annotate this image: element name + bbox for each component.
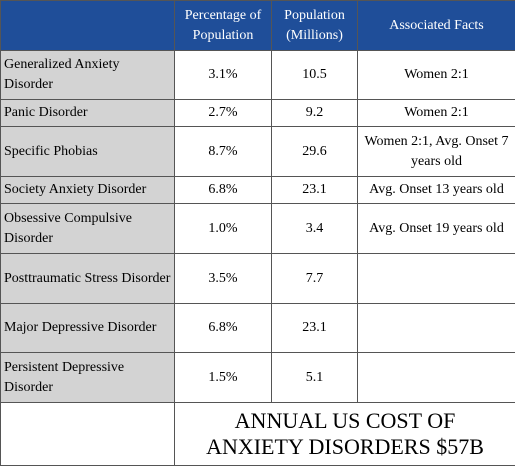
- row-label: Major Depressive Disorder: [1, 304, 175, 353]
- header-cell: Population (Millions): [272, 1, 358, 51]
- row-label: Obsessive Compulsive Disorder: [1, 204, 175, 254]
- row-label: Posttraumatic Stress Disorder: [1, 254, 175, 304]
- table-cell: 5.1: [272, 353, 358, 403]
- table-cell: 7.7: [272, 254, 358, 304]
- table-cell: Avg. Onset 19 years old: [358, 204, 515, 254]
- table-cell: 9.2: [272, 100, 358, 127]
- header-cell: [1, 1, 175, 51]
- row-label: Persistent Depressive Disorder: [1, 353, 175, 403]
- table-cell: [358, 254, 515, 304]
- table-cell: 3.1%: [175, 51, 272, 100]
- table-cell: 6.8%: [175, 304, 272, 353]
- footer-blank: [1, 403, 175, 466]
- table-cell: Women 2:1: [358, 51, 515, 100]
- row-label: Society Anxiety Disorder: [1, 177, 175, 204]
- table-cell: [358, 304, 515, 353]
- table-cell: 8.7%: [175, 127, 272, 177]
- table-cell: 6.8%: [175, 177, 272, 204]
- table-cell: [358, 353, 515, 403]
- table-cell: Avg. Onset 13 years old: [358, 177, 515, 204]
- table-cell: 2.7%: [175, 100, 272, 127]
- row-label: Panic Disorder: [1, 100, 175, 127]
- header-cell: Percentage of Population: [175, 1, 272, 51]
- header-cell: Associated Facts: [358, 1, 515, 51]
- table-cell: Women 2:1: [358, 100, 515, 127]
- footer-text: ANNUAL US COST OF ANXIETY DISORDERS $57B: [175, 403, 515, 466]
- table-cell: 1.5%: [175, 353, 272, 403]
- table-cell: 23.1: [272, 304, 358, 353]
- row-label: Specific Phobias: [1, 127, 175, 177]
- table-cell: 23.1: [272, 177, 358, 204]
- table-cell: Women 2:1, Avg. Onset 7 years old: [358, 127, 515, 177]
- table-cell: 10.5: [272, 51, 358, 100]
- table-cell: 3.4: [272, 204, 358, 254]
- table-cell: 29.6: [272, 127, 358, 177]
- table-cell: 1.0%: [175, 204, 272, 254]
- footer-row: ANNUAL US COST OF ANXIETY DISORDERS $57B: [1, 403, 515, 466]
- row-label: Generalized Anxiety Disorder: [1, 51, 175, 100]
- table-cell: 3.5%: [175, 254, 272, 304]
